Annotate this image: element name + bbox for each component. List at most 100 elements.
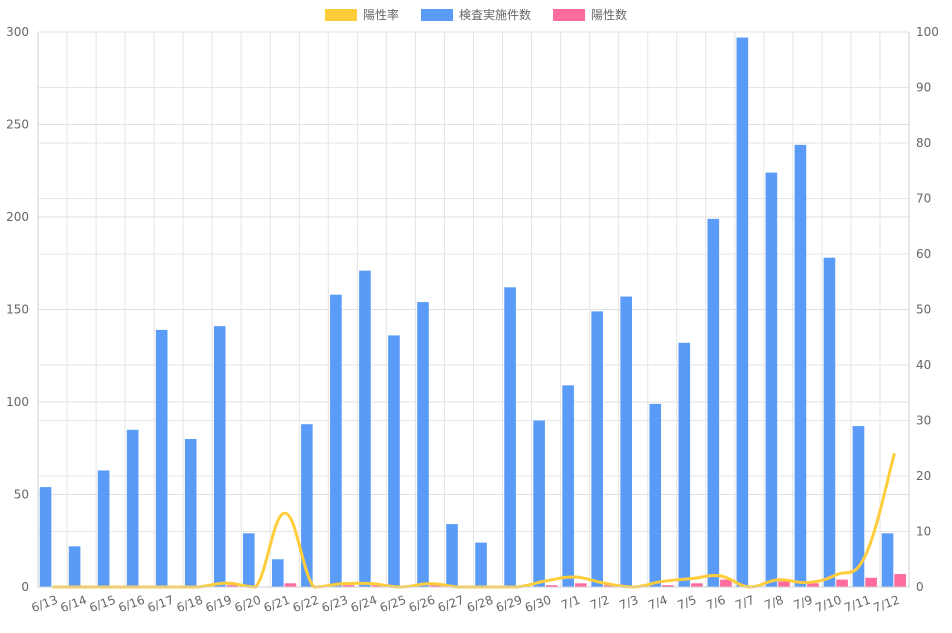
x-tick-label: 7/6 bbox=[704, 593, 727, 613]
bar-positives[interactable] bbox=[226, 585, 239, 587]
bar-positives[interactable] bbox=[778, 581, 790, 587]
bar-positives[interactable] bbox=[836, 579, 848, 587]
x-tick-label: 6/22 bbox=[291, 593, 321, 615]
x-tick-label: 6/18 bbox=[175, 593, 205, 615]
bar-tests[interactable] bbox=[881, 533, 894, 587]
bar-tests[interactable] bbox=[242, 533, 255, 587]
bar-positives[interactable] bbox=[545, 585, 558, 587]
bar-tests[interactable] bbox=[504, 287, 516, 587]
x-tick-label: 6/23 bbox=[320, 593, 350, 615]
y-right-tick-label: 30 bbox=[916, 414, 931, 428]
y-right-tick-label: 50 bbox=[916, 303, 931, 317]
bar-positives[interactable] bbox=[807, 583, 819, 587]
x-tick-label: 7/5 bbox=[675, 593, 698, 613]
bar-positives[interactable] bbox=[284, 583, 297, 587]
x-tick-label: 6/26 bbox=[407, 593, 437, 615]
legend: 陽性率 検査実施件数 陽性数 bbox=[324, 7, 627, 22]
y-right-tick-label: 90 bbox=[916, 81, 931, 95]
bar-tests[interactable] bbox=[765, 172, 778, 587]
y-left-tick-label: 100 bbox=[6, 395, 29, 409]
bar-tests[interactable] bbox=[823, 257, 836, 587]
legend-swatch bbox=[553, 9, 586, 21]
x-tick-label: 7/7 bbox=[733, 593, 756, 613]
bar-tests[interactable] bbox=[359, 270, 371, 587]
bar-tests[interactable] bbox=[330, 294, 342, 587]
bar-positives[interactable] bbox=[894, 574, 906, 587]
x-tick-label: 6/15 bbox=[87, 593, 117, 615]
y-left-tick-label: 50 bbox=[14, 488, 29, 502]
bar-tests[interactable] bbox=[649, 403, 662, 587]
x-tick-label: 6/17 bbox=[146, 593, 176, 615]
tests-bar-series bbox=[39, 37, 894, 588]
bar-positives[interactable] bbox=[662, 585, 674, 587]
y-left-tick-label: 200 bbox=[6, 210, 29, 224]
bar-positives[interactable] bbox=[342, 585, 355, 587]
bar-tests[interactable] bbox=[97, 470, 110, 587]
bar-tests[interactable] bbox=[272, 559, 284, 587]
bar-tests[interactable] bbox=[417, 302, 429, 587]
legend-label: 検査実施件数 bbox=[459, 7, 531, 22]
y-right-tick-label: 20 bbox=[916, 469, 931, 483]
positives-bar-series bbox=[226, 574, 906, 587]
bar-positives[interactable] bbox=[574, 583, 587, 587]
y-left-tick-label: 0 bbox=[21, 580, 29, 594]
y-left-tick-label: 150 bbox=[6, 303, 29, 317]
x-tick-label: 6/30 bbox=[523, 593, 553, 615]
bar-tests[interactable] bbox=[184, 439, 197, 587]
x-tick-label: 7/9 bbox=[791, 593, 814, 613]
bar-tests[interactable] bbox=[678, 342, 691, 587]
x-tick-label: 6/27 bbox=[436, 593, 466, 615]
y-left-tick-label: 250 bbox=[6, 118, 29, 132]
x-tick-label: 7/1 bbox=[559, 593, 582, 613]
bar-tests[interactable] bbox=[852, 426, 865, 587]
x-tick-label: 6/21 bbox=[262, 593, 292, 615]
y-right-tick-label: 10 bbox=[916, 525, 931, 539]
bar-tests[interactable] bbox=[155, 329, 168, 587]
y-right-tick-label: 80 bbox=[916, 136, 931, 150]
legend-item-rate[interactable]: 陽性率 bbox=[324, 7, 399, 22]
x-tick-label: 6/16 bbox=[117, 593, 147, 615]
y-right-tick-label: 70 bbox=[916, 192, 931, 206]
legend-label: 陽性率 bbox=[363, 7, 399, 22]
y-right-tick-label: 100 bbox=[916, 25, 939, 39]
bar-positives[interactable] bbox=[720, 579, 732, 587]
axes: 0 50 100 150 200 250 300 0 10 20 30 40 50 60 70 80 90 100… bbox=[6, 25, 939, 615]
x-tick-label: 7/11 bbox=[842, 593, 872, 615]
bar-tests[interactable] bbox=[591, 311, 603, 587]
bar-positives[interactable] bbox=[691, 583, 703, 587]
x-tick-label: 6/14 bbox=[58, 593, 88, 615]
bar-positives[interactable] bbox=[371, 585, 384, 587]
legend-swatch bbox=[324, 9, 357, 21]
x-tick-label: 6/20 bbox=[233, 593, 263, 615]
legend-swatch bbox=[420, 9, 453, 21]
bar-tests[interactable] bbox=[707, 218, 720, 587]
bar-tests[interactable] bbox=[213, 326, 226, 587]
bar-tests[interactable] bbox=[126, 429, 139, 587]
legend-item-positives[interactable]: 陽性数 bbox=[553, 7, 627, 22]
bar-tests[interactable] bbox=[39, 487, 52, 587]
bar-positives[interactable] bbox=[429, 585, 442, 587]
bar-tests[interactable] bbox=[620, 296, 633, 587]
bar-tests[interactable] bbox=[533, 420, 545, 588]
y-left-tick-label: 300 bbox=[6, 25, 29, 39]
grid-lines bbox=[37, 31, 910, 588]
x-tick-label: 6/29 bbox=[494, 593, 524, 615]
bar-tests[interactable] bbox=[301, 424, 313, 587]
y-right-tick-label: 40 bbox=[916, 358, 931, 372]
bar-tests[interactable] bbox=[388, 335, 400, 587]
legend-label: 陽性数 bbox=[591, 7, 627, 22]
bar-positives[interactable] bbox=[865, 577, 877, 587]
bar-tests[interactable] bbox=[562, 385, 574, 587]
x-tick-label: 6/19 bbox=[204, 593, 234, 615]
bar-tests[interactable] bbox=[446, 524, 458, 587]
bar-tests[interactable] bbox=[475, 542, 487, 587]
x-tick-label: 7/3 bbox=[617, 593, 640, 613]
x-tick-label: 6/24 bbox=[349, 593, 379, 615]
bar-positives[interactable] bbox=[603, 585, 616, 587]
bar-tests[interactable] bbox=[794, 144, 807, 587]
x-tick-label: 7/4 bbox=[646, 593, 669, 613]
bar-tests[interactable] bbox=[736, 37, 749, 588]
legend-item-tests[interactable]: 検査実施件数 bbox=[420, 7, 531, 22]
bar-tests[interactable] bbox=[68, 546, 81, 587]
